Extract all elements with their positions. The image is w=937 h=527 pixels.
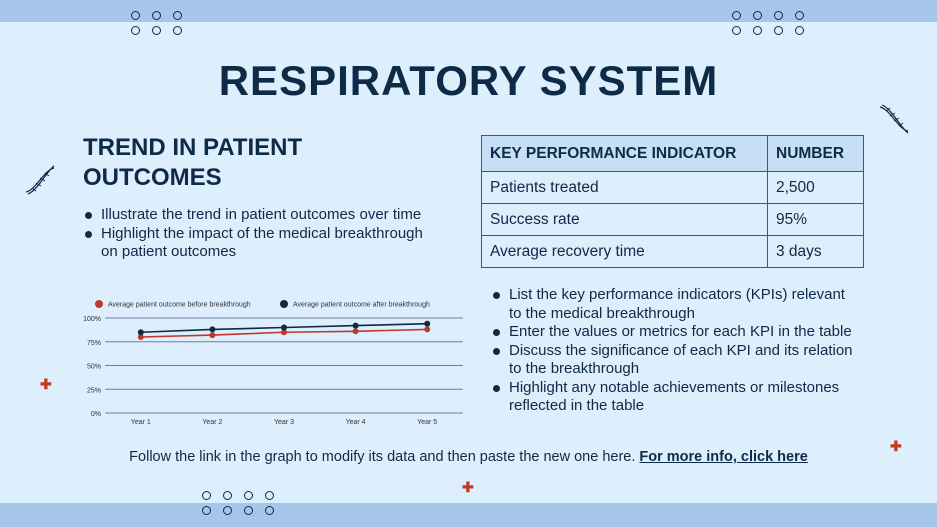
table-cell: 2,500 [767,171,864,204]
x-tick-label: Year 3 [274,419,294,426]
footer: Follow the link in the graph to modify i… [0,449,937,465]
footer-text: Follow the link in the graph to modify i… [129,449,640,465]
bullet: List the key performance indicators (KPI… [491,286,861,323]
plus-icon: ✚ [890,438,902,454]
kpi-table: KEY PERFORMANCE INDICATOR NUMBER Patients… [481,135,864,268]
legend-marker [95,300,103,308]
bullet: Highlight the impact of the medical brea… [83,225,428,262]
data-point [424,320,431,327]
y-tick-label: 0% [91,411,101,418]
table-row: Success rate 95% [481,203,864,236]
more-info-link[interactable]: For more info, click here [639,449,808,465]
section-title: TREND IN PATIENT OUTCOMES [83,134,303,191]
data-point [281,324,287,331]
table-cell: Patients treated [481,171,768,204]
y-tick-label: 25% [87,387,101,394]
data-point [209,326,216,333]
line-chart[interactable]: 0% 25% 50% 75% 100% Year 1 Year 2 Year 3 Year 4 Y… [80,292,470,432]
plus-icon: ✚ [462,479,474,495]
bottom-bar [0,503,937,527]
data-point [352,328,359,335]
bullet: Illustrate the trend in patient outcomes… [83,206,428,225]
bullet: Discuss the significance of each KPI and… [491,342,861,379]
legend-label: Average patient outcome after breakthrou… [293,302,430,309]
table-cell: 3 days [767,235,864,268]
y-tick-label: 50% [87,364,101,371]
table-row: Patients treated 2,500 [481,171,864,204]
legend-label: Average patient outcome before breakthro… [108,302,251,309]
x-tick-label: Year 1 [131,419,151,426]
x-tick-label: Year 5 [417,419,437,426]
data-point [281,329,287,336]
table-header: NUMBER [767,135,864,172]
dna-icon [879,104,909,134]
data-point [424,326,431,333]
decor-dots [202,491,274,515]
decor-dots [732,11,804,35]
data-point [352,322,359,329]
y-tick-label: 100% [83,316,101,323]
y-tick-label: 75% [87,340,101,347]
dna-icon [25,165,55,195]
bullet: Highlight any notable achievements or mi… [491,379,861,416]
data-point [137,329,144,336]
table-row: Average recovery time 3 days [481,235,864,268]
right-bullets: List the key performance indicators (KPI… [491,286,861,416]
data-point [137,334,144,340]
table-cell: Success rate [481,203,768,236]
left-bullets: Illustrate the trend in patient outcomes… [83,206,428,262]
plus-icon: ✚ [40,376,52,392]
x-tick-label: Year 4 [346,419,366,426]
x-tick-label: Year 2 [202,419,222,426]
table-header: KEY PERFORMANCE INDICATOR [481,135,768,172]
legend-marker [280,300,288,308]
table-cell: Average recovery time [481,235,768,268]
table-cell: 95% [767,203,864,236]
page-title: RESPIRATORY SYSTEM [218,57,719,104]
top-bar [0,0,937,22]
decor-dots [131,11,182,35]
bullet: Enter the values or metrics for each KPI… [491,323,861,342]
data-point [209,332,216,339]
